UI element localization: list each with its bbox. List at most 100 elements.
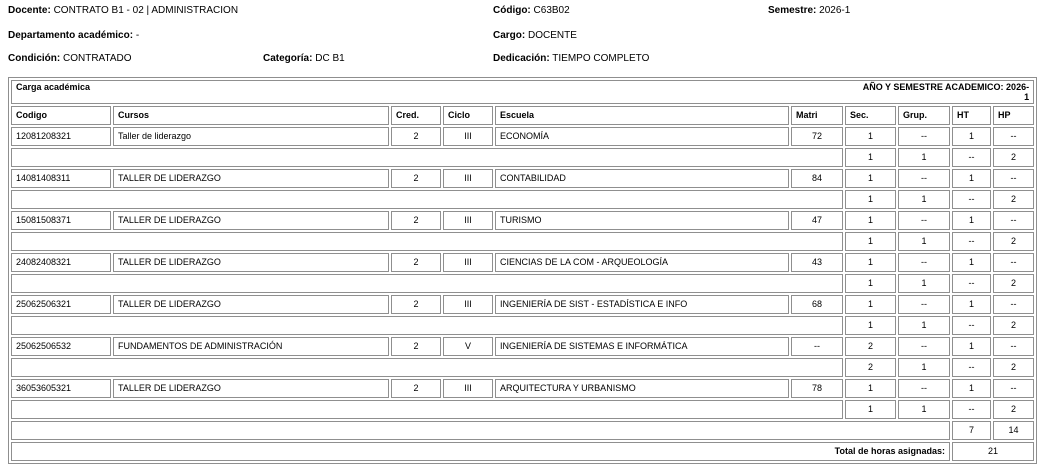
course-subrow: 1 1 -- 2: [11, 147, 1035, 167]
course-row: 14081408311 TALLER DE LIDERAZGO 2 III CONTAB…: [11, 168, 1035, 188]
course-grup-cell: --: [898, 378, 950, 398]
course-ciclo-cell: III: [443, 294, 493, 314]
course-hp-cell: --: [993, 168, 1035, 188]
cargo-field: Cargo: DOCENTE: [493, 30, 577, 41]
subrow-ht-cell: --: [952, 231, 991, 251]
course-name-cell: FUNDAMENTOS DE ADMINISTRACIÓN: [113, 336, 389, 356]
dedicacion-value: TIEMPO COMPLETO: [552, 53, 650, 64]
subrow-sec-cell: 1: [845, 147, 896, 167]
subrow-empty-span-cell: [11, 189, 843, 209]
course-name-cell: Taller de liderazgo: [113, 126, 389, 146]
subrow-empty-span-cell: [11, 399, 843, 419]
course-ciclo-cell: III: [443, 126, 493, 146]
subrow-ht-cell: --: [952, 273, 991, 293]
subrow-hp-cell: 2: [993, 273, 1035, 293]
course-row: 24082408321 TALLER DE LIDERAZGO 2 III CIENCI…: [11, 252, 1035, 272]
course-matri-cell: 68: [791, 294, 843, 314]
course-name-cell: TALLER DE LIDERAZGO: [113, 378, 389, 398]
course-subrow: 1 1 -- 2: [11, 231, 1035, 251]
cargo-label: Cargo:: [493, 30, 526, 41]
course-cred-cell: 2: [391, 126, 441, 146]
course-row: 15081508371 TALLER DE LIDERAZGO 2 III TURISM…: [11, 210, 1035, 230]
course-name-cell: TALLER DE LIDERAZGO: [113, 294, 389, 314]
col-header-ciclo: Ciclo: [443, 105, 493, 125]
year-semester-line2: 1: [1024, 92, 1030, 103]
subrow-hp-cell: 2: [993, 231, 1035, 251]
col-header-matri: Matri: [791, 105, 843, 125]
col-header-sec: Sec.: [845, 105, 896, 125]
course-name-cell: TALLER DE LIDERAZGO: [113, 252, 389, 272]
subrow-ht-cell: --: [952, 189, 991, 209]
course-sec-cell: 2: [845, 336, 896, 356]
subrow-hp-cell: 2: [993, 315, 1035, 335]
column-header-row: Codigo Cursos Cred. Ciclo Escuela Matri …: [11, 105, 1035, 125]
course-subrow: 1 1 -- 2: [11, 399, 1035, 419]
codigo-field: Código: C63B02: [493, 5, 570, 16]
course-row: 36053605321 TALLER DE LIDERAZGO 2 III ARQUIT…: [11, 378, 1035, 398]
subrow-sec-cell: 1: [845, 315, 896, 335]
course-escuela-cell: ECONOMÍA: [495, 126, 789, 146]
course-grup-cell: --: [898, 210, 950, 230]
subrow-grup-cell: 1: [898, 315, 950, 335]
carga-table-footer: 7 14 Total de horas asignadas: 21: [11, 420, 1035, 461]
course-codigo-cell: 25062506532: [11, 336, 111, 356]
course-matri-cell: 43: [791, 252, 843, 272]
course-codigo-cell: 25062506321: [11, 294, 111, 314]
subrow-sec-cell: 1: [845, 273, 896, 293]
totals-empty-cell: [11, 420, 950, 440]
course-codigo-cell: 36053605321: [11, 378, 111, 398]
subrow-grup-cell: 1: [898, 399, 950, 419]
subrow-grup-cell: 1: [898, 147, 950, 167]
course-sec-cell: 1: [845, 168, 896, 188]
grand-total-label: Total de horas asignadas:: [11, 441, 950, 461]
subrow-ht-cell: --: [952, 399, 991, 419]
grand-total-row: Total de horas asignadas: 21: [11, 441, 1035, 461]
course-escuela-cell: ARQUITECTURA Y URBANISMO: [495, 378, 789, 398]
course-grup-cell: --: [898, 126, 950, 146]
course-grup-cell: --: [898, 168, 950, 188]
col-header-escuela: Escuela: [495, 105, 789, 125]
subrow-hp-cell: 2: [993, 399, 1035, 419]
subrow-sec-cell: 1: [845, 231, 896, 251]
course-subrow: 2 1 -- 2: [11, 357, 1035, 377]
course-subrow: 1 1 -- 2: [11, 189, 1035, 209]
course-codigo-cell: 15081508371: [11, 210, 111, 230]
course-sec-cell: 1: [845, 210, 896, 230]
course-name-cell: TALLER DE LIDERAZGO: [113, 210, 389, 230]
grand-total-value: 21: [952, 441, 1035, 461]
course-subrow: 1 1 -- 2: [11, 315, 1035, 335]
departamento-label: Departamento académico:: [8, 30, 134, 41]
course-hp-cell: --: [993, 378, 1035, 398]
course-hp-cell: --: [993, 336, 1035, 356]
course-ciclo-cell: III: [443, 210, 493, 230]
carga-table-body: 12081208321 Taller de liderazgo 2 III ECONOM…: [11, 126, 1035, 419]
course-cred-cell: 2: [391, 168, 441, 188]
course-escuela-cell: INGENIERÍA DE SIST - ESTADÍSTICA E INFO: [495, 294, 789, 314]
course-row: 25062506321 TALLER DE LIDERAZGO 2 III INGENI…: [11, 294, 1035, 314]
course-matri-cell: 72: [791, 126, 843, 146]
subrow-hp-cell: 2: [993, 147, 1035, 167]
subrow-sec-cell: 2: [845, 357, 896, 377]
course-row: 12081208321 Taller de liderazgo 2 III ECONOM…: [11, 126, 1035, 146]
col-header-cursos: Cursos: [113, 105, 389, 125]
condicion-field: Condición: CONTRATADO: [8, 53, 132, 64]
course-escuela-cell: INGENIERÍA DE SISTEMAS E INFORMÁTICA: [495, 336, 789, 356]
course-sec-cell: 1: [845, 294, 896, 314]
docente-field: Docente: CONTRATO B1 - 02 | ADMINISTRACI…: [8, 5, 238, 16]
subrow-sec-cell: 1: [845, 189, 896, 209]
subrow-empty-span-cell: [11, 231, 843, 251]
course-ht-cell: 1: [952, 294, 991, 314]
subrow-empty-span-cell: [11, 273, 843, 293]
subrow-grup-cell: 1: [898, 231, 950, 251]
course-escuela-cell: TURISMO: [495, 210, 789, 230]
course-codigo-cell: 24082408321: [11, 252, 111, 272]
docente-info-header: Docente: CONTRATO B1 - 02 | ADMINISTRACI…: [0, 0, 1043, 77]
course-ht-cell: 1: [952, 126, 991, 146]
course-subrow: 1 1 -- 2: [11, 273, 1035, 293]
carga-academica-table: Carga académica AÑO Y SEMESTRE ACADEMICO…: [8, 77, 1038, 464]
course-grup-cell: --: [898, 252, 950, 272]
semestre-value: 2026-1: [819, 5, 851, 16]
dedicacion-label: Dedicación:: [493, 53, 550, 64]
subrow-grup-cell: 1: [898, 357, 950, 377]
